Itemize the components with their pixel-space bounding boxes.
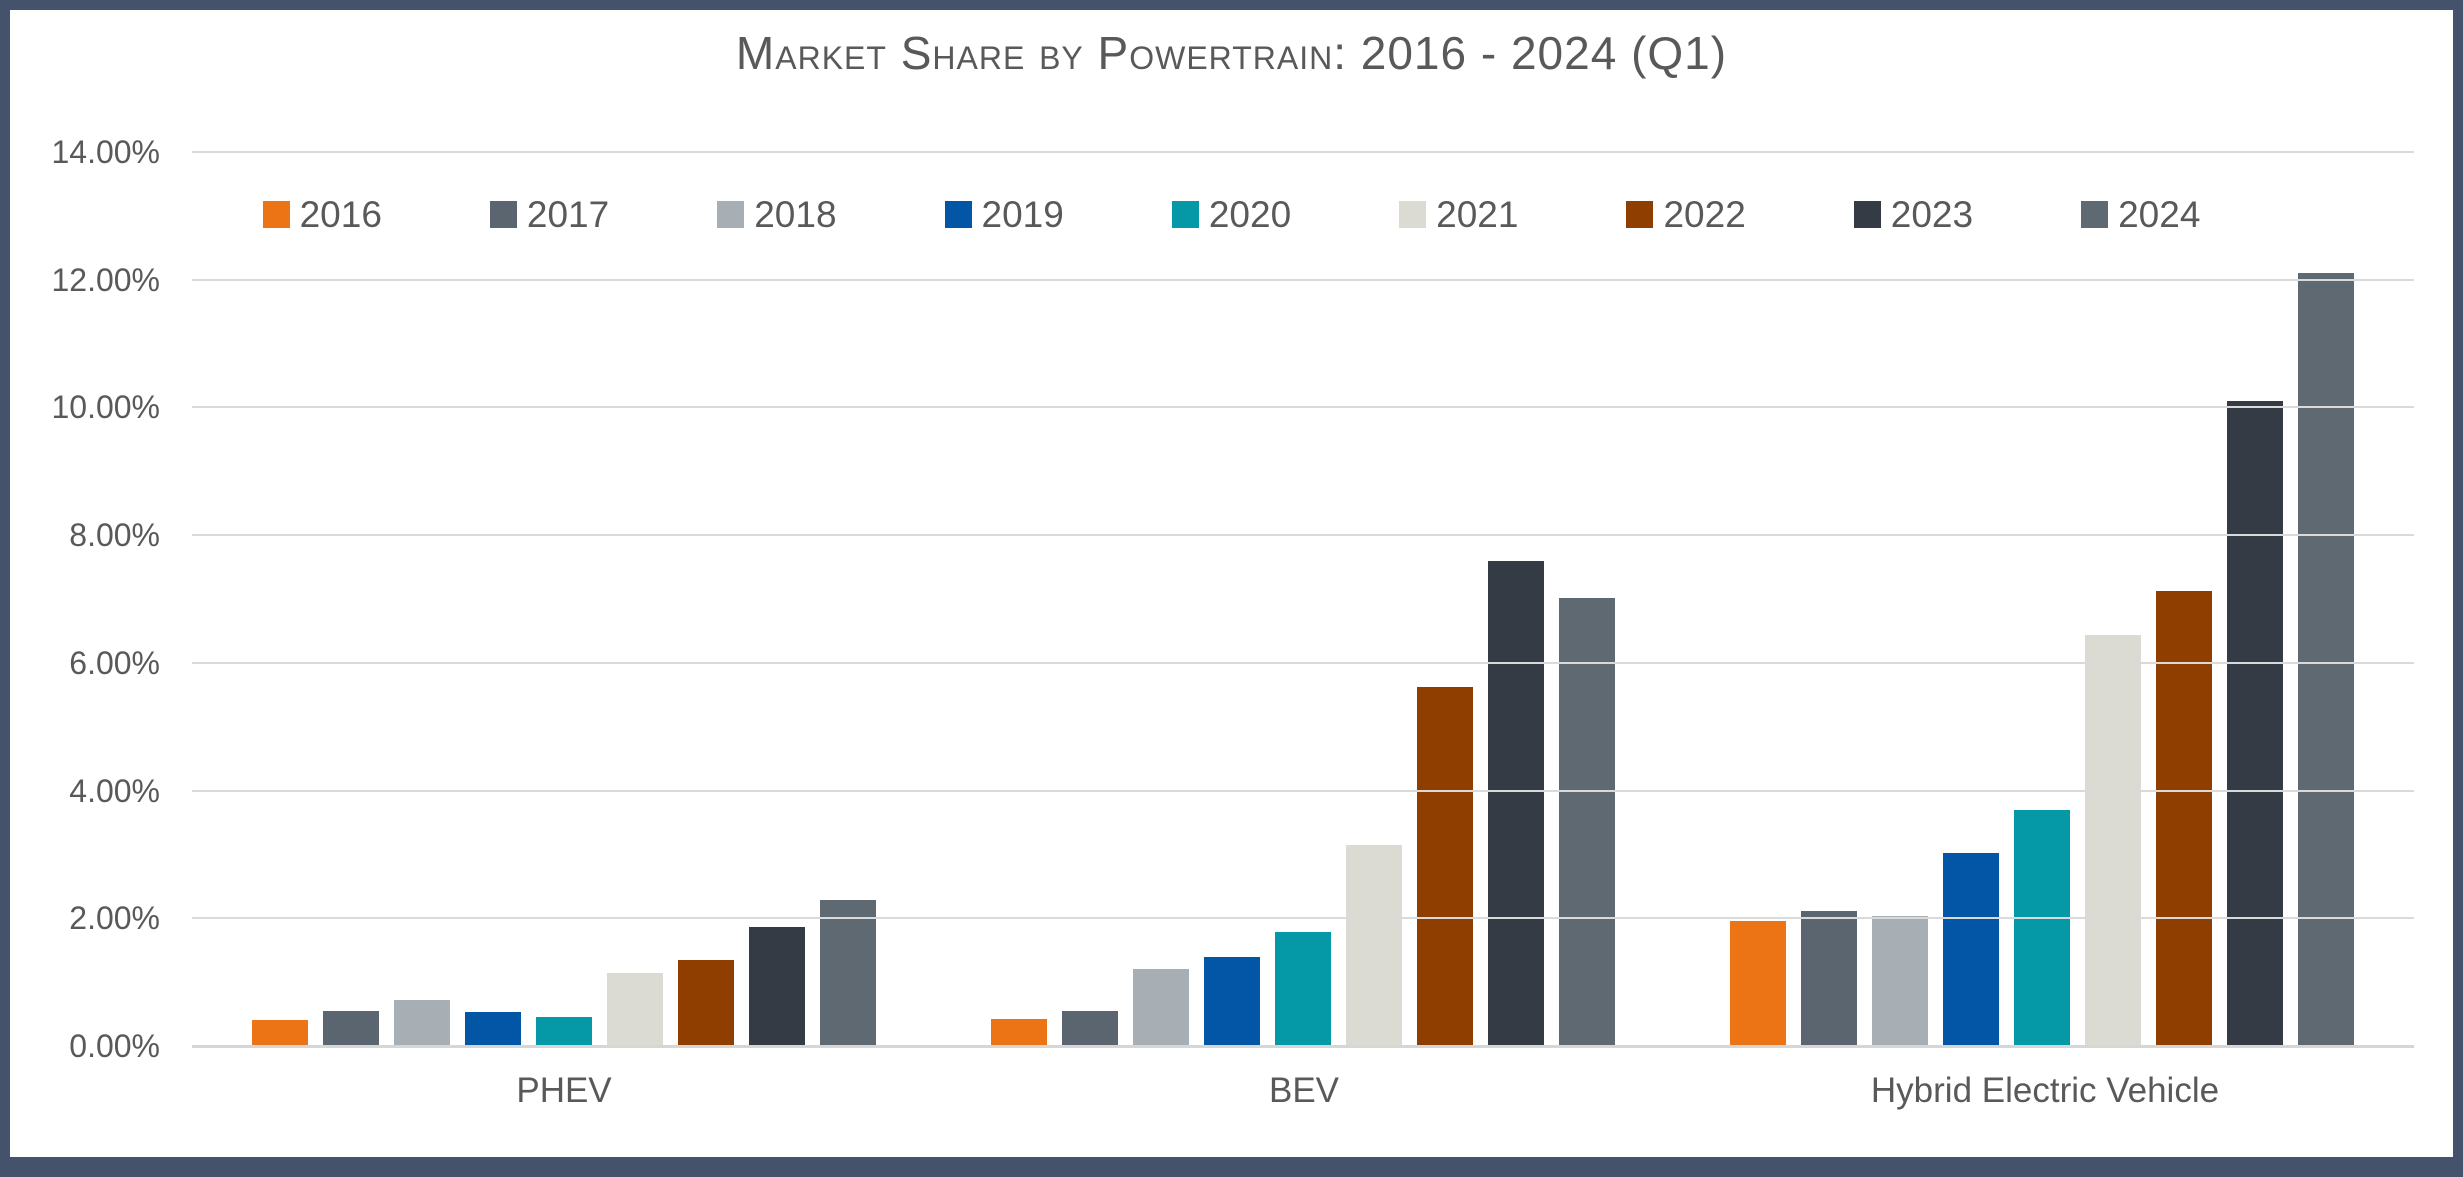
y-tick-label: 12.00% (51, 261, 160, 298)
gridline (192, 151, 2414, 153)
legend-swatch-icon (944, 201, 972, 228)
y-tick-label: 14.00% (51, 134, 160, 170)
bar-phev-2021 (607, 973, 663, 1046)
y-tick-label: 4.00% (69, 772, 160, 809)
legend-item-2019: 2019 (944, 194, 1064, 235)
bar-bev-2016 (991, 1018, 1047, 1046)
bar-group-bev (991, 152, 1615, 1046)
bar-phev-2016 (252, 1019, 308, 1046)
x-category-label: Hybrid Electric Vehicle (1870, 1071, 2220, 1110)
bar-bev-2019 (1204, 956, 1260, 1046)
legend-label: 2017 (526, 194, 610, 235)
bar-phev-2023 (749, 926, 805, 1046)
bar-hybrid-electric-vehicle-2021 (2085, 635, 2141, 1046)
legend-item-2022: 2022 (1626, 194, 1746, 235)
legend-label: 2021 (1436, 194, 1519, 235)
y-tick-label: 0.00% (69, 1028, 160, 1064)
bar-phev-2017 (323, 1010, 379, 1046)
legend-label: 2020 (1208, 194, 1292, 235)
bar-bev-2017 (1062, 1010, 1118, 1046)
x-category-label: PHEV (516, 1071, 612, 1110)
bar-bev-2018 (1133, 969, 1189, 1046)
legend-label: 2023 (1890, 194, 1974, 235)
bar-hybrid-electric-vehicle-2018 (1872, 916, 1928, 1046)
plot-area (192, 151, 2414, 1048)
legend-swatch-icon (1853, 201, 1881, 228)
gridline (192, 661, 2414, 664)
gridline (192, 917, 2414, 920)
legend-swatch-icon (2081, 201, 2109, 228)
legend-swatch-icon (717, 201, 745, 228)
legend-label: 2024 (2118, 194, 2201, 235)
legend-label: 2016 (299, 194, 382, 235)
chart-title: Market Share by Powertrain: 2016 - 2024 … (735, 27, 1728, 79)
bar-hybrid-electric-vehicle-2020 (2014, 809, 2070, 1046)
legend-item-2018: 2018 (717, 194, 837, 235)
y-tick-label: 8.00% (69, 517, 160, 554)
bar-group-phev (252, 152, 876, 1046)
bar-hybrid-electric-vehicle-2017 (1801, 910, 1857, 1046)
bar-phev-2024 (820, 899, 876, 1046)
gridline (192, 789, 2414, 792)
x-axis-labels: PHEV BEV Hybrid Electric Vehicle (10, 1071, 2453, 1122)
legend-swatch-icon (489, 201, 517, 228)
y-axis-labels: 0.00% 2.00% 4.00% 6.00% 8.00% 10.00% 12.00% 14.… (10, 10, 160, 1157)
bar-bev-2020 (1275, 932, 1331, 1046)
gridline (192, 534, 2414, 537)
legend-item-2020: 2020 (1171, 194, 1292, 235)
bar-hybrid-electric-vehicle-2022 (2156, 591, 2212, 1046)
legend-item-2016: 2016 (262, 194, 382, 235)
legend-swatch-icon (1171, 201, 1199, 228)
bar-hybrid-electric-vehicle-2016 (1730, 921, 1786, 1046)
legend: 2016 2017 2018 2019 2020 2021 2022 2023 2024 (10, 196, 2453, 233)
bar-bev-2023 (1488, 560, 1544, 1046)
legend-swatch-icon (1399, 201, 1427, 228)
bar-phev-2018 (394, 1000, 450, 1046)
gridline (192, 406, 2414, 409)
bar-bev-2021 (1346, 844, 1402, 1046)
legend-swatch-icon (1626, 201, 1654, 228)
legend-label: 2019 (981, 194, 1064, 235)
legend-item-2017: 2017 (489, 194, 610, 235)
bar-phev-2019 (465, 1012, 521, 1046)
bar-group-hybrid-electric-vehicle (1730, 152, 2354, 1046)
legend-label: 2022 (1663, 194, 1746, 235)
bar-phev-2020 (536, 1016, 592, 1046)
y-tick-label: 6.00% (69, 644, 160, 681)
legend-swatch-icon (262, 201, 290, 228)
legend-item-2021: 2021 (1399, 196, 1518, 233)
y-tick-label: 2.00% (69, 900, 160, 937)
gridline (192, 278, 2414, 281)
bar-phev-2022 (678, 959, 734, 1046)
bar-bev-2022 (1417, 687, 1473, 1046)
y-tick-label: 10.00% (51, 389, 160, 426)
bar-groups (192, 152, 2414, 1046)
legend-item-2023: 2023 (1853, 194, 1974, 235)
bar-hybrid-electric-vehicle-2024 (2298, 273, 2354, 1046)
bar-hybrid-electric-vehicle-2019 (1943, 853, 1999, 1046)
legend-label: 2018 (754, 194, 837, 235)
x-category-label: BEV (1268, 1071, 1340, 1110)
legend-item-2024: 2024 (2081, 196, 2200, 233)
bar-bev-2024 (1559, 597, 1615, 1046)
x-axis-line (192, 1045, 2414, 1048)
bar-hybrid-electric-vehicle-2023 (2227, 401, 2283, 1046)
